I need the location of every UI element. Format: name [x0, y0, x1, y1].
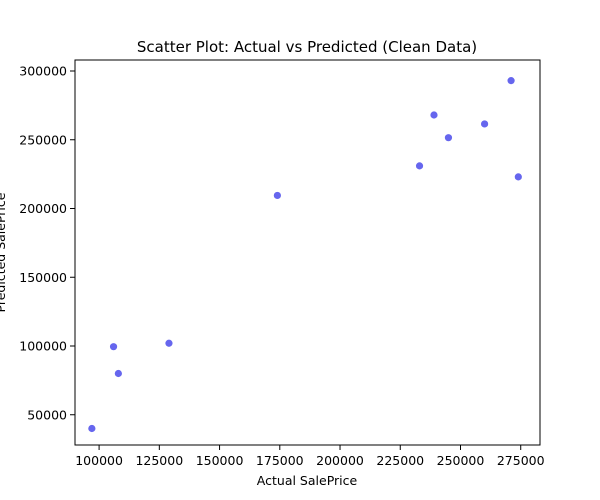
plot-frame — [74, 59, 541, 446]
scatter-point — [114, 369, 122, 378]
x-tick-label: 175000 — [256, 453, 304, 468]
y-tick-label: 250000 — [19, 132, 67, 147]
plot-marks — [88, 77, 522, 433]
x-tick-label: 150000 — [196, 453, 244, 468]
x-tick-label: 250000 — [437, 453, 485, 468]
x-tick-label: 225000 — [376, 453, 424, 468]
y-tick-label: 100000 — [19, 339, 67, 354]
y-tick-label: 200000 — [19, 201, 67, 216]
scatter-point — [165, 339, 173, 347]
x-axis-label: Actual SalePrice — [257, 473, 358, 488]
scatter-point — [507, 77, 515, 85]
y-tick-label: 50000 — [27, 407, 67, 422]
scatter-point — [444, 134, 453, 142]
x-tick-label: 125000 — [135, 453, 183, 468]
y-axis-label: Predicted SalePrice — [0, 192, 8, 312]
scatter-point — [273, 191, 281, 200]
y-tick-label: 150000 — [19, 270, 67, 285]
scatter-point — [430, 111, 438, 119]
y-axis-ticks: 50000 100000 150000 200000 250000 300000 — [19, 64, 75, 422]
x-tick-label: 100000 — [75, 453, 123, 468]
chart-title: Scatter Plot: Actual vs Predicted (Clean… — [137, 38, 477, 56]
x-axis-ticks: 100000 125000 150000 175000 200000 225000 2500… — [75, 445, 545, 468]
x-tick-label: 200000 — [316, 453, 364, 468]
scatter-point — [88, 424, 96, 433]
scatter-point — [480, 120, 489, 128]
y-tick-label: 300000 — [19, 64, 67, 79]
scatter-point — [514, 173, 522, 181]
x-tick-label: 275000 — [497, 453, 545, 468]
scatter-point — [109, 343, 118, 351]
scatter-point — [415, 162, 424, 170]
